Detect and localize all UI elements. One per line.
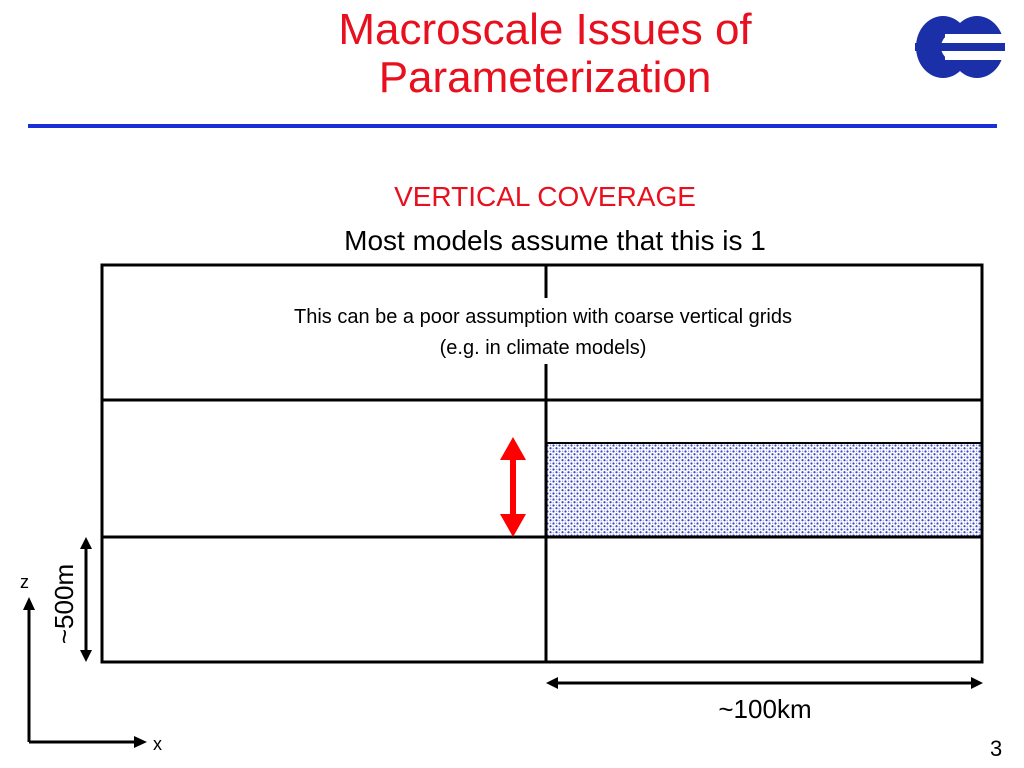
ecmwf-logo-icon <box>915 16 1005 78</box>
assumption-text: Most models assume that this is 1 <box>344 225 766 256</box>
vertical-scale-label: ~500m <box>49 563 79 645</box>
axes-icon <box>23 597 147 748</box>
horizontal-scale-arrow-icon <box>546 677 983 689</box>
title-line-1: Macroscale Issues of <box>338 5 752 54</box>
note-line-2: (e.g. in climate models) <box>439 337 647 359</box>
grid-box-outline <box>100 263 984 664</box>
horizontal-scale-label: ~100km <box>718 694 812 724</box>
section-heading: VERTICAL COVERAGE <box>394 181 696 212</box>
vertical-scale-arrow-icon <box>80 537 92 662</box>
cloud-fraction-area <box>545 442 983 538</box>
vertical-coverage-arrow-icon <box>500 437 526 537</box>
note-line-1: This can be a poor assumption with coars… <box>293 306 792 328</box>
x-axis-label: x <box>153 734 162 754</box>
title-line-2: Parameterization <box>378 53 712 102</box>
slide-title: Macroscale Issues of Parameterization <box>150 6 940 102</box>
title-rule <box>28 124 997 128</box>
z-axis-label: z <box>20 572 29 592</box>
page-number: 3 <box>990 736 1003 761</box>
assumption-note: This can be a poor assumption with coars… <box>160 302 926 364</box>
